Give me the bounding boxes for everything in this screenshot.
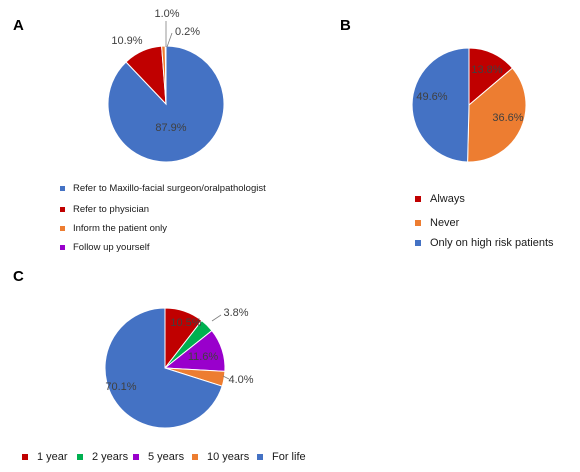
legend-swatch <box>22 454 28 460</box>
legend-label: 5 years <box>148 451 185 463</box>
legend-item: Refer to physician <box>60 204 149 215</box>
legend-item: 2 years <box>77 451 128 463</box>
pie-data-label: 4.0% <box>228 374 253 386</box>
pie-data-label: 36.6% <box>492 112 523 124</box>
legend-item: 1 year <box>22 451 68 463</box>
legend-swatch <box>257 454 263 460</box>
legend-swatch <box>60 207 65 212</box>
legend-label: 1 year <box>37 451 68 463</box>
pie-slice <box>467 67 527 163</box>
legend-item: 5 years <box>133 451 184 463</box>
legend-item: Never <box>415 217 459 229</box>
legend-label: Inform the patient only <box>73 223 167 234</box>
pie-chart-a: 87.9% 10.9% 1.0% 0.2% <box>107 8 225 163</box>
pie-chart-b: 13.8% 36.6% 49.6% <box>411 47 527 163</box>
legend-swatch <box>415 240 421 246</box>
panel-b: B 13.8% 36.6% 49.6% Always Never Only on hig… <box>300 0 580 265</box>
legend-item: 10 years <box>192 451 249 463</box>
legend-item: Always <box>415 193 465 205</box>
legend-label: 10 years <box>207 451 250 463</box>
pie-data-label: 49.6% <box>416 91 447 103</box>
leader-line <box>211 314 222 322</box>
panel-a: A 87.9% 10.9% 1.0% 0.2% Refer to Maxillo-fa… <box>0 0 300 265</box>
legend-swatch <box>60 226 65 231</box>
pie-data-label: 87.9% <box>155 122 186 134</box>
legend-item: For life <box>257 451 306 463</box>
legend-label: Refer to physician <box>73 204 150 215</box>
pie-data-label: 70.1% <box>105 381 136 393</box>
pie-chart-c: 10.5% 3.8% 11.6% 4.0% 70.1% <box>104 307 254 429</box>
legend-swatch <box>60 186 65 191</box>
legend-swatch <box>192 454 198 460</box>
legend-swatch <box>133 454 139 460</box>
pie-slice <box>411 47 470 163</box>
legend-item: Only on high risk patients <box>415 237 554 249</box>
legend-swatch <box>77 454 83 460</box>
leader-line <box>166 32 173 48</box>
legend-item: Refer to Maxillo-facial surgeon/oralpath… <box>60 183 266 194</box>
legend-swatch <box>60 245 65 250</box>
panel-letter-c: C <box>13 268 24 285</box>
panel-letter-a: A <box>13 17 24 34</box>
legend-item: Follow up yourself <box>60 242 150 253</box>
pie-data-label: 10.9% <box>111 35 142 47</box>
legend-label: Always <box>430 193 465 205</box>
leader-line <box>222 375 230 380</box>
pie-data-label: 0.2% <box>175 26 200 38</box>
pie-data-label: 1.0% <box>154 8 179 20</box>
legend-swatch <box>415 196 421 202</box>
legend-label: 2 years <box>92 451 129 463</box>
pie-slice <box>104 307 223 429</box>
legend-label: Refer to Maxillo-facial surgeon/oralpath… <box>73 183 266 194</box>
pie-data-label: 11.6% <box>188 351 219 363</box>
pie-data-label: 3.8% <box>223 307 248 319</box>
pie-data-label: 13.8% <box>471 64 502 76</box>
legend-label: Only on high risk patients <box>430 237 554 249</box>
pie-data-label: 10.5% <box>170 317 201 329</box>
legend-label: For life <box>272 451 306 463</box>
legend-label: Never <box>430 217 460 229</box>
legend-item: Inform the patient only <box>60 223 167 234</box>
panel-letter-b: B <box>340 17 351 34</box>
panel-c: C 10.5% 3.8% 11.6% 4.0% 70.1% 1 year 2 years 5… <box>0 265 580 472</box>
legend-label: Follow up yourself <box>73 242 150 253</box>
legend-swatch <box>415 220 421 226</box>
